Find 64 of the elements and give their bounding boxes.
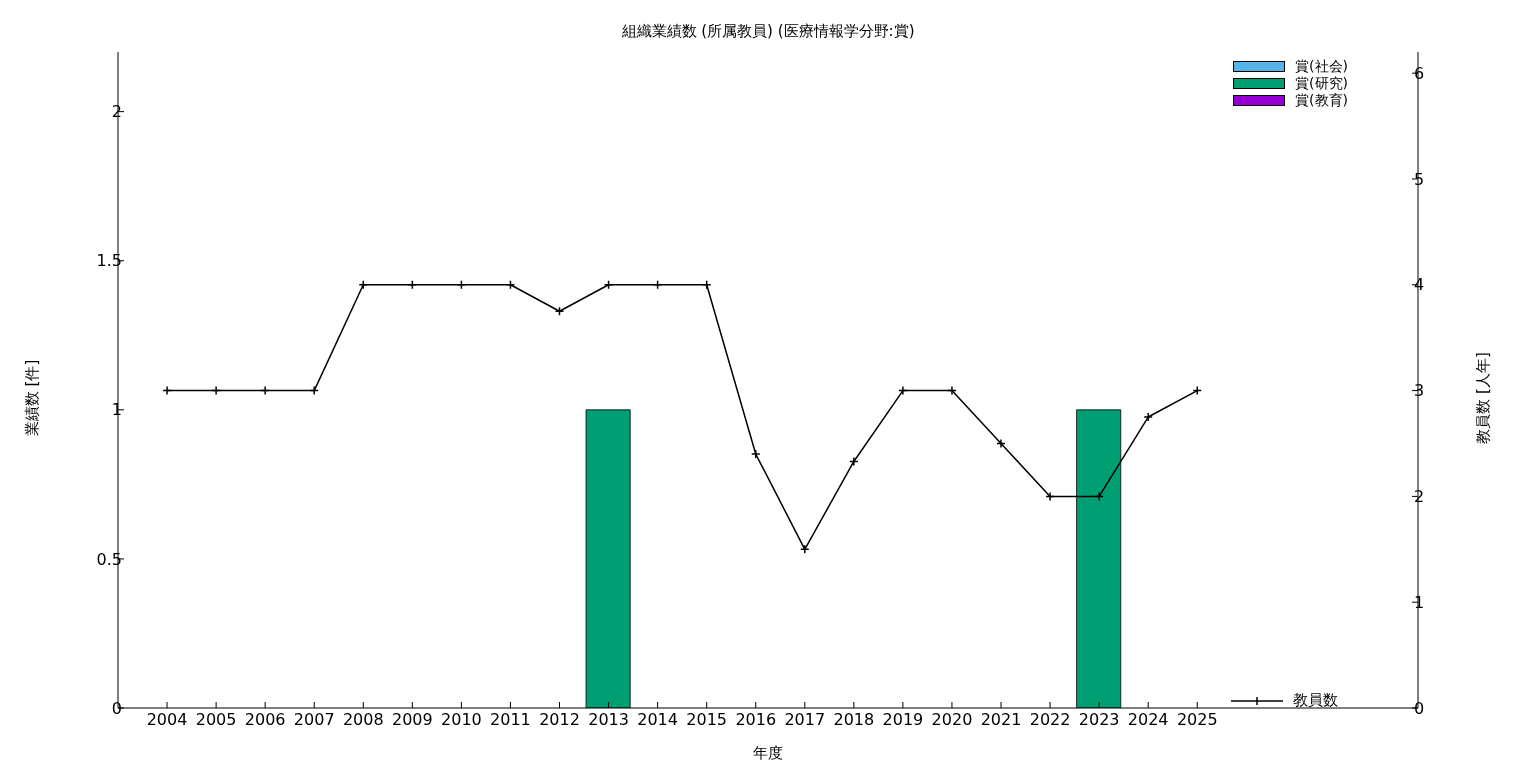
- point: [456, 280, 467, 290]
- x-tick-label: 2018: [833, 710, 875, 730]
- point: [849, 456, 859, 467]
- point: [996, 438, 1006, 449]
- chart-title: 組織業績数 (所属教員) (医療情報学分野:賞): [620, 22, 916, 41]
- y2-tick-label: 0: [1414, 698, 1425, 718]
- point: [652, 280, 663, 290]
- point: [554, 306, 565, 316]
- y2-tick-label: 6: [1414, 63, 1425, 83]
- y2-tick-label: 2: [1414, 487, 1425, 507]
- x-tick-label: 2015: [686, 710, 728, 730]
- y-tick-label: 0: [111, 698, 122, 718]
- point: [947, 385, 957, 396]
- point: [505, 280, 516, 290]
- point: [309, 385, 319, 396]
- point: [1094, 491, 1104, 502]
- point: [162, 385, 172, 396]
- y2-tick-label: 1: [1414, 592, 1425, 612]
- y-tick-label: 1: [111, 400, 122, 420]
- point: [800, 544, 810, 555]
- x-tick-label: 2020: [931, 710, 973, 730]
- x-tick-label: 2004: [146, 710, 188, 730]
- x-tick-label: 2014: [637, 710, 678, 730]
- x-tick-label: 2011: [490, 710, 531, 730]
- legend-label: 賞(社会): [1295, 57, 1348, 76]
- x-tick-label: 2019: [882, 710, 924, 730]
- y2-tick-label: 4: [1414, 275, 1425, 295]
- point: [211, 385, 221, 396]
- x-tick-label: 2025: [1176, 710, 1218, 730]
- x-tick-label: 2005: [195, 710, 237, 730]
- y-axis-title: 業績数 [件]: [22, 359, 42, 437]
- y-tick-label: 1.5: [96, 251, 122, 271]
- x-tick-label: 2016: [735, 710, 777, 730]
- y2-tick-label: 3: [1414, 381, 1425, 401]
- point: [898, 385, 908, 396]
- y2-tick-label: 5: [1414, 169, 1425, 189]
- x-tick-label: 2023: [1078, 710, 1120, 730]
- x-tick-label: 2008: [342, 710, 384, 730]
- point: [407, 280, 418, 290]
- point: [358, 280, 369, 290]
- x-tick-label: 2024: [1127, 710, 1169, 730]
- x-axis-title: 年度: [753, 744, 783, 762]
- x-tick-label: 2021: [980, 710, 1022, 730]
- x-tick-label: 2022: [1029, 710, 1071, 730]
- y-tick-label: 2: [111, 102, 122, 122]
- point: [1143, 412, 1153, 422]
- x-tick-label: 2013: [588, 710, 629, 730]
- x-tick-label: 2006: [244, 710, 286, 730]
- x-tick-label: 2010: [441, 710, 482, 730]
- x-tick-label: 2007: [293, 710, 335, 730]
- x-tick-label: 2017: [784, 710, 826, 730]
- point: [701, 280, 712, 290]
- x-tick-label: 2012: [539, 710, 580, 730]
- y2-axis-title: 教員数 [人年]: [1473, 352, 1493, 444]
- point: [603, 280, 614, 290]
- point: [750, 449, 761, 459]
- point: [260, 385, 270, 396]
- legend-label: 賞(教育): [1295, 91, 1348, 110]
- y-tick-label: 0.5: [96, 549, 122, 569]
- legend-label: 賞(研究): [1295, 74, 1348, 93]
- point: [1192, 385, 1202, 396]
- legend-label: 教員数: [1293, 691, 1338, 710]
- x-tick-label: 2009: [391, 710, 433, 730]
- point: [1045, 491, 1055, 502]
